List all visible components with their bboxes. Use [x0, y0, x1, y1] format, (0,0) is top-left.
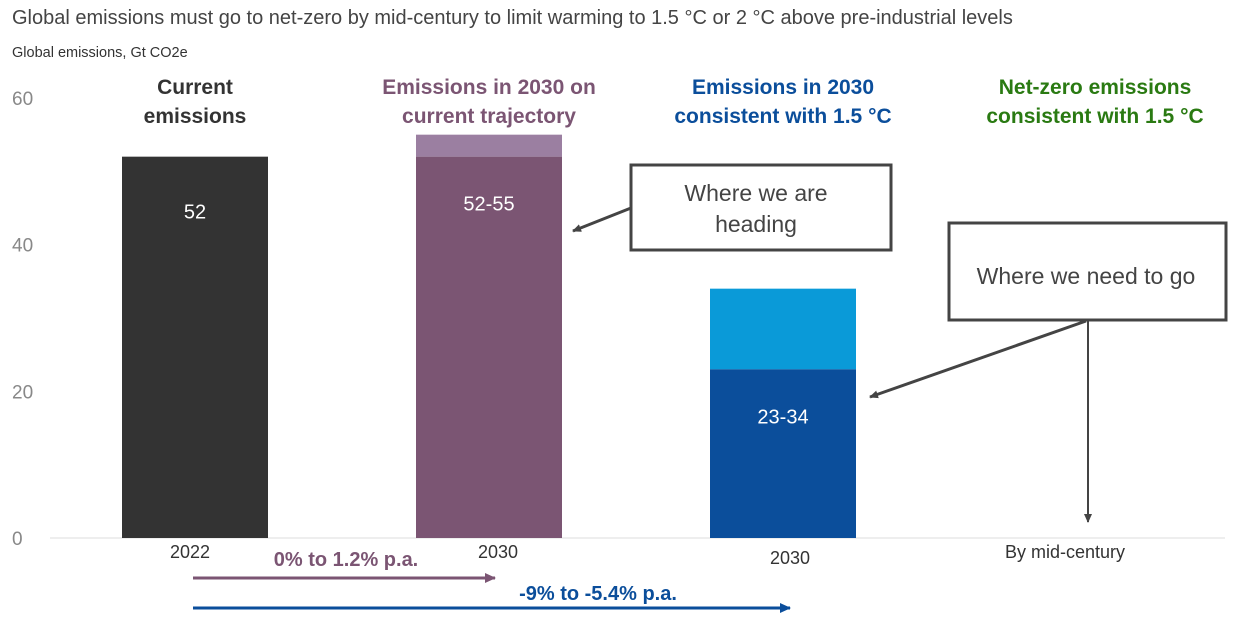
- chart-subtitle: Global emissions, Gt CO2e: [12, 45, 188, 61]
- column-header: consistent with 1.5 °C: [986, 105, 1203, 128]
- callout-box: [629, 163, 893, 252]
- growth-rate-label: 0% to 1.2% p.a.: [274, 549, 419, 571]
- growth-rate-label: -9% to -5.4% p.a.: [519, 583, 677, 605]
- bar-range-segment: [710, 288, 856, 370]
- bar-value-label: 52: [184, 202, 206, 224]
- y-tick-label: 40: [12, 236, 33, 257]
- x-tick-label: 2030: [770, 548, 810, 568]
- column-header: current trajectory: [402, 105, 576, 128]
- bar-value-label: 52-55: [463, 194, 514, 216]
- callout-text: heading: [715, 211, 797, 237]
- column-header: Emissions in 2030: [692, 76, 874, 99]
- column-header: Net-zero emissions: [999, 76, 1192, 99]
- bar: [710, 369, 856, 538]
- chart-title: Global emissions must go to net-zero by …: [12, 7, 1013, 29]
- y-tick-label: 0: [12, 529, 23, 550]
- bar-value-label: 23-34: [757, 406, 808, 428]
- column-header: emissions: [144, 105, 247, 128]
- x-tick-label: 2030: [478, 542, 518, 562]
- x-tick-label: By mid-century: [1005, 542, 1125, 562]
- bar-range-segment: [416, 134, 562, 157]
- callout-text: Where we need to go: [977, 263, 1196, 289]
- column-header: Current: [157, 76, 233, 99]
- bar: [416, 156, 562, 538]
- callout-arrow: [572, 206, 632, 233]
- callout-arrow: [869, 319, 1087, 399]
- bar: [122, 156, 268, 538]
- y-tick-label: 60: [12, 89, 33, 110]
- x-tick-label: 2022: [170, 542, 210, 562]
- column-header: Emissions in 2030 on: [382, 76, 596, 99]
- callout-text: Where we are: [684, 180, 827, 206]
- y-tick-label: 20: [12, 382, 33, 403]
- callout-box: [947, 221, 1228, 322]
- column-header: consistent with 1.5 °C: [674, 105, 891, 128]
